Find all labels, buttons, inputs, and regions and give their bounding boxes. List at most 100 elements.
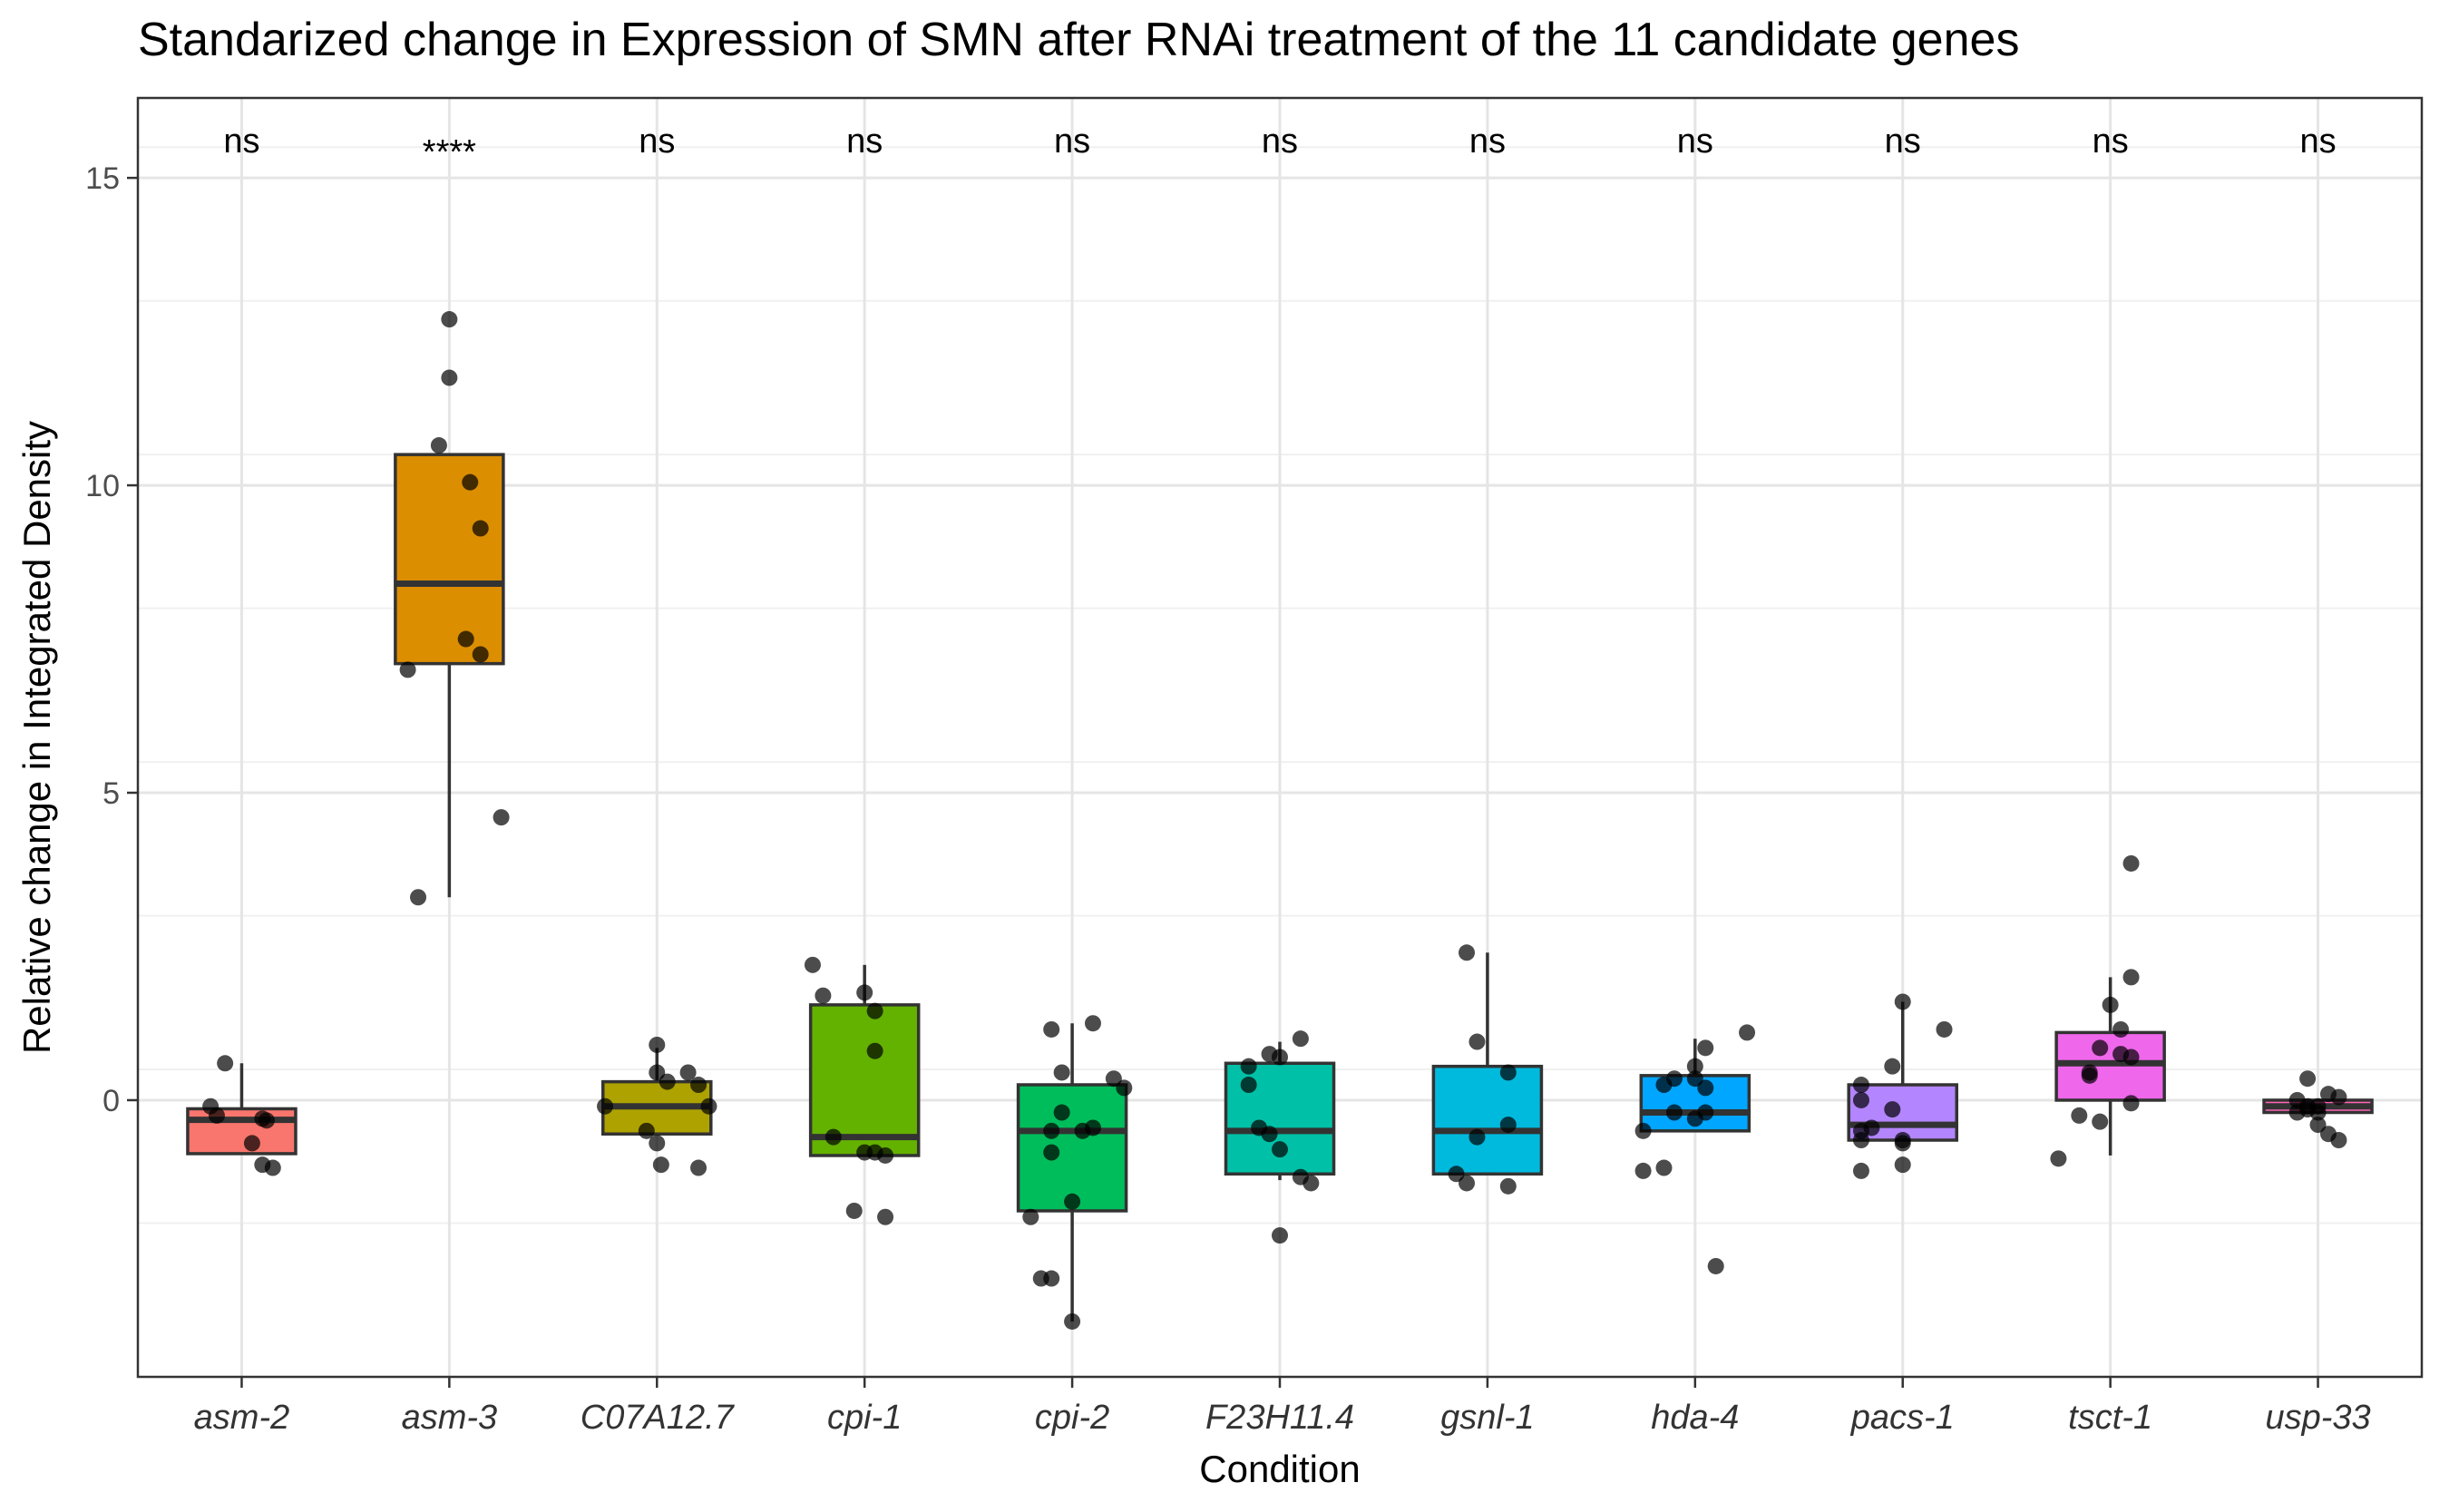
- significance-label: ns: [2093, 122, 2129, 161]
- data-point: [2112, 1020, 2130, 1038]
- x-tick-label: cpi-2: [1035, 1399, 1109, 1437]
- data-point: [2092, 1113, 2109, 1130]
- data-point: [700, 1097, 717, 1115]
- significance-label: ns: [1469, 122, 1506, 161]
- x-axis-title: Condition: [1199, 1448, 1360, 1490]
- data-point: [1053, 1064, 1070, 1081]
- data-point: [1852, 1091, 1869, 1108]
- data-point: [2122, 1095, 2140, 1112]
- data-point: [1634, 1162, 1652, 1179]
- data-point: [824, 1128, 842, 1146]
- significance-label: ns: [2299, 122, 2336, 161]
- data-point: [2330, 1088, 2347, 1106]
- data-point: [2122, 1049, 2140, 1066]
- data-point: [679, 1064, 697, 1081]
- data-point: [1043, 1270, 1060, 1287]
- data-point: [649, 1036, 666, 1053]
- box-asm-3: [394, 453, 505, 666]
- significance-label: ns: [1885, 122, 1921, 161]
- y-axis-title: Relative change in Integrated Density: [15, 421, 58, 1054]
- data-point: [690, 1077, 707, 1094]
- data-point: [1468, 1033, 1486, 1050]
- data-point: [690, 1159, 707, 1176]
- data-point: [493, 809, 510, 826]
- x-tick-label: hda-4: [1651, 1399, 1739, 1437]
- significance-labels: ns **** ns ns ns ns ns ns ns ns ns: [223, 122, 2336, 171]
- data-point: [1686, 1058, 1703, 1075]
- data-point: [2071, 1107, 2088, 1124]
- data-point: [1697, 1079, 1714, 1097]
- y-tick-label: 5: [102, 776, 120, 811]
- data-point: [258, 1112, 275, 1129]
- data-point: [208, 1107, 225, 1124]
- data-point: [1272, 1049, 1288, 1066]
- data-point: [877, 1208, 894, 1225]
- point-layer: [202, 311, 2347, 1330]
- data-point: [462, 473, 479, 491]
- x-tick-label: F23H11.4: [1205, 1399, 1354, 1437]
- data-point: [472, 520, 489, 537]
- data-point: [1043, 1144, 1060, 1161]
- data-point: [2081, 1064, 2098, 1081]
- y-tick-label: 0: [102, 1084, 120, 1118]
- data-point: [2050, 1150, 2067, 1167]
- x-tick-label: C07A12.7: [581, 1399, 736, 1437]
- data-point: [264, 1159, 281, 1176]
- data-point: [1697, 1104, 1714, 1121]
- data-point: [399, 661, 416, 678]
- data-point: [2092, 1039, 2109, 1057]
- data-point: [1064, 1312, 1081, 1330]
- data-point: [1697, 1039, 1714, 1057]
- y-tick-label: 15: [85, 161, 120, 196]
- data-point: [1936, 1020, 1953, 1038]
- data-point: [1894, 1156, 1911, 1174]
- data-point: [1852, 1162, 1869, 1179]
- data-point: [649, 1135, 666, 1152]
- data-point: [1499, 1177, 1517, 1195]
- x-tick-label: cpi-1: [827, 1399, 902, 1437]
- significance-label: ns: [639, 122, 675, 161]
- data-point: [1043, 1020, 1060, 1038]
- data-point: [1459, 1175, 1476, 1192]
- data-point: [1884, 1058, 1901, 1075]
- data-point: [441, 369, 458, 386]
- data-point: [1064, 1193, 1081, 1210]
- data-point: [804, 956, 821, 973]
- significance-label: ns: [1677, 122, 1713, 161]
- data-point: [1894, 1135, 1911, 1152]
- data-point: [1739, 1024, 1756, 1041]
- data-point: [1084, 1015, 1101, 1032]
- data-point: [1655, 1077, 1673, 1094]
- data-point: [1240, 1077, 1257, 1094]
- data-point: [430, 437, 447, 454]
- data-point: [597, 1097, 614, 1115]
- data-point: [2122, 969, 2140, 986]
- data-point: [1116, 1079, 1133, 1097]
- data-point: [1499, 1064, 1517, 1081]
- data-point: [1240, 1058, 1257, 1075]
- data-point: [1894, 993, 1911, 1010]
- data-point: [877, 1146, 894, 1164]
- box-asm-2: [186, 1107, 298, 1156]
- data-point: [815, 987, 832, 1004]
- x-tick-label: tsct-1: [2068, 1399, 2152, 1437]
- significance-label: ns: [846, 122, 883, 161]
- data-point: [1655, 1159, 1673, 1176]
- data-point: [1707, 1257, 1724, 1274]
- data-point: [1292, 1030, 1309, 1048]
- data-point: [410, 889, 427, 906]
- data-point: [1272, 1227, 1288, 1244]
- box-pacs-1: [1847, 1083, 1958, 1142]
- data-point: [217, 1055, 234, 1072]
- significance-label: ****: [423, 133, 476, 171]
- data-point: [1468, 1128, 1486, 1146]
- data-point: [1852, 1132, 1869, 1149]
- data-point: [1261, 1126, 1278, 1143]
- data-point: [243, 1135, 260, 1152]
- data-point: [441, 311, 458, 328]
- data-point: [457, 630, 474, 648]
- data-point: [866, 1042, 883, 1059]
- data-point: [2309, 1104, 2327, 1121]
- data-point: [856, 984, 873, 1001]
